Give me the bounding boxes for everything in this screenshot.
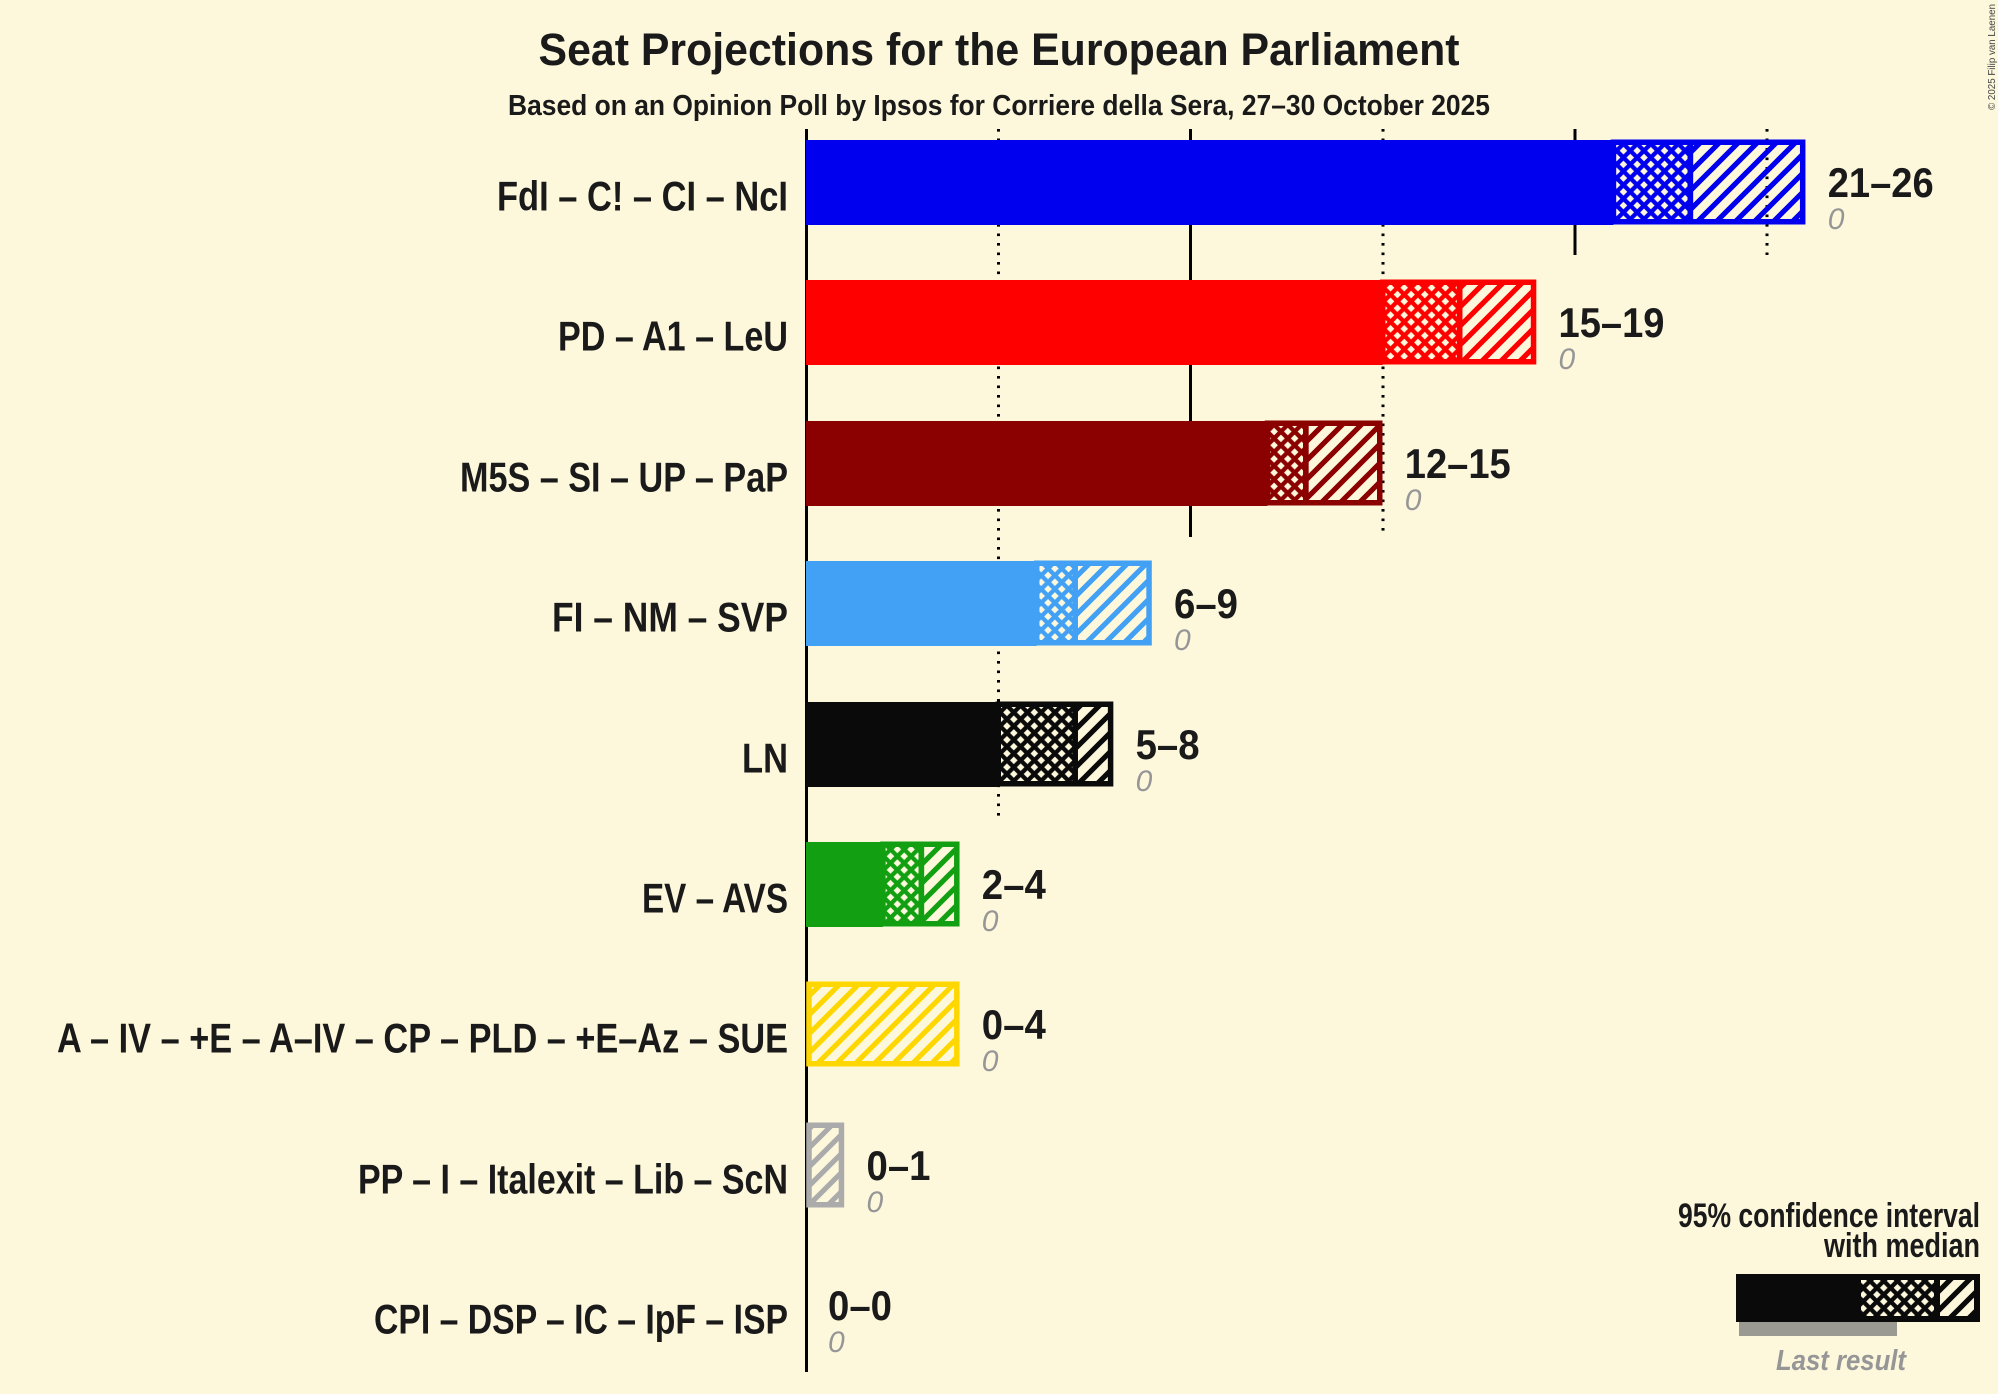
svg-text:0: 0 bbox=[1136, 765, 1153, 798]
svg-text:Last result: Last result bbox=[1776, 1345, 1907, 1377]
svg-text:PP – I – Italexit – Lib – ScN: PP – I – Italexit – Lib – ScN bbox=[358, 1156, 788, 1203]
svg-text:0: 0 bbox=[1174, 624, 1191, 657]
svg-text:LN: LN bbox=[742, 735, 788, 782]
svg-text:EV – AVS: EV – AVS bbox=[642, 875, 788, 922]
svg-text:15–19: 15–19 bbox=[1559, 299, 1665, 346]
svg-text:0: 0 bbox=[1559, 343, 1576, 376]
svg-text:0: 0 bbox=[828, 1326, 845, 1359]
svg-text:with median: with median bbox=[1823, 1227, 1980, 1265]
svg-text:2–4: 2–4 bbox=[982, 861, 1047, 908]
svg-text:0–1: 0–1 bbox=[867, 1142, 931, 1189]
svg-text:Based on an Opinion Poll by Ip: Based on an Opinion Poll by Ipsos for Co… bbox=[508, 90, 1490, 122]
svg-text:0: 0 bbox=[982, 905, 999, 938]
svg-text:0: 0 bbox=[982, 1045, 999, 1078]
svg-text:0: 0 bbox=[867, 1186, 884, 1219]
svg-text:95% confidence interval: 95% confidence interval bbox=[1678, 1197, 1980, 1235]
svg-text:FdI – C! – CI – NcI: FdI – C! – CI – NcI bbox=[497, 173, 788, 220]
svg-text:PD – A1 – LeU: PD – A1 – LeU bbox=[558, 313, 788, 360]
svg-text:0: 0 bbox=[1405, 484, 1422, 517]
svg-text:12–15: 12–15 bbox=[1405, 440, 1511, 487]
svg-text:Seat Projections for the Europ: Seat Projections for the European Parlia… bbox=[539, 24, 1460, 75]
svg-text:0–0: 0–0 bbox=[828, 1282, 892, 1329]
svg-text:0: 0 bbox=[1828, 203, 1845, 236]
svg-text:© 2025 Filip van Laenen: © 2025 Filip van Laenen bbox=[1986, 4, 1998, 110]
svg-text:M5S – SI – UP – PaP: M5S – SI – UP – PaP bbox=[460, 454, 788, 501]
svg-text:5–8: 5–8 bbox=[1136, 721, 1200, 768]
svg-text:6–9: 6–9 bbox=[1174, 580, 1238, 627]
svg-text:FI – NM – SVP: FI – NM – SVP bbox=[552, 594, 788, 641]
svg-text:CPI – DSP – IC – IpF – ISP: CPI – DSP – IC – IpF – ISP bbox=[374, 1296, 788, 1343]
svg-text:0–4: 0–4 bbox=[982, 1001, 1047, 1048]
svg-text:21–26: 21–26 bbox=[1828, 159, 1934, 206]
svg-text:A – IV – +E – A–IV – CP – PLD: A – IV – +E – A–IV – CP – PLD – +E–Az – … bbox=[57, 1015, 788, 1062]
